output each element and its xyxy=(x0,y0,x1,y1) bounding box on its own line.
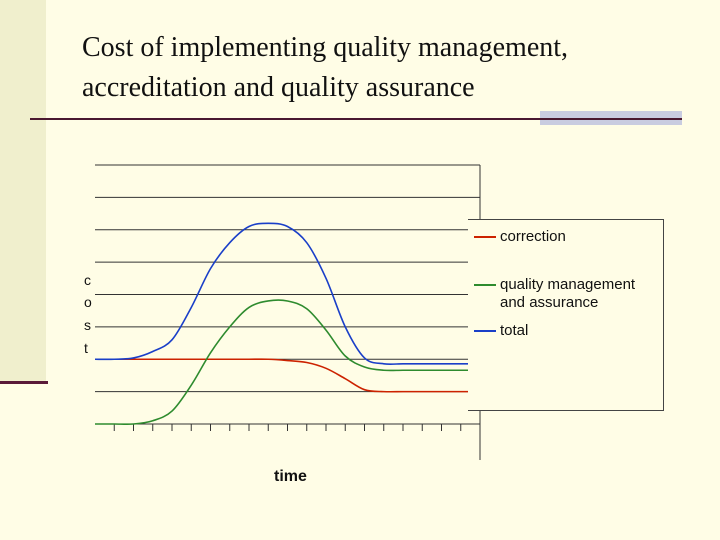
chart-grid xyxy=(95,164,481,460)
legend: correction quality management and assura… xyxy=(468,219,664,411)
x-axis-label: time xyxy=(274,468,307,485)
x-axis-ticks xyxy=(113,424,481,431)
chart-series xyxy=(94,222,480,426)
series-line-total xyxy=(94,222,480,366)
slide-title-line1: Cost of implementing quality management, xyxy=(82,32,569,63)
slide-title: Cost of implementing quality management,… xyxy=(82,28,702,108)
title-rule xyxy=(30,118,682,120)
slide-left-bar xyxy=(0,0,46,382)
series-line-correction xyxy=(95,358,480,393)
slide-title-line2: accreditation and quality assurance xyxy=(82,72,475,103)
slide-left-bar-rule xyxy=(0,381,48,384)
legend-label-total: total xyxy=(500,322,529,339)
series-line-quality-management-and-assurance xyxy=(95,299,480,426)
y-axis-label-c: c xyxy=(84,272,91,288)
legend-label-correction: correction xyxy=(500,228,566,245)
legend-swatch-correction xyxy=(474,236,496,238)
y-axis-label-s: s xyxy=(84,317,91,333)
legend-label-quality: quality management and assurance xyxy=(500,276,636,311)
y-axis-label-o: o xyxy=(84,294,92,310)
y-axis-label-t: t xyxy=(84,340,88,356)
legend-swatch-quality xyxy=(474,284,496,286)
legend-swatch-total xyxy=(474,330,496,332)
